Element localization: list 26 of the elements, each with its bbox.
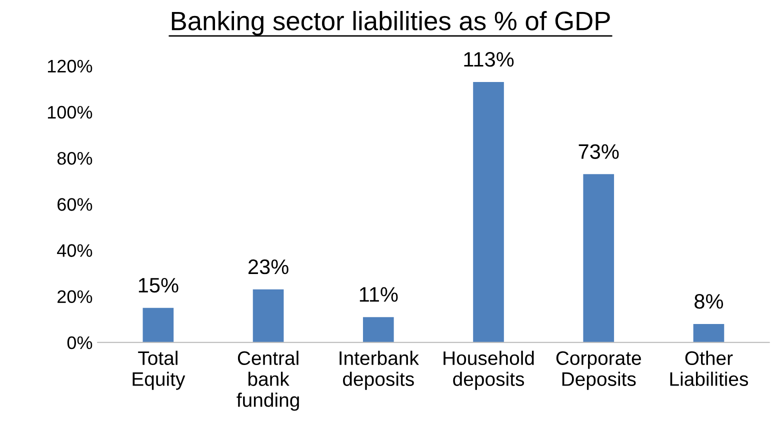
data-label: 8% <box>694 294 724 309</box>
y-tick-label: 40% <box>57 244 92 257</box>
x-tick-label: Central bank funding <box>236 350 299 411</box>
data-label: 15% <box>138 278 178 293</box>
y-tick-label: 20% <box>58 290 92 304</box>
bar <box>473 82 504 342</box>
data-label: 73% <box>578 144 619 159</box>
x-tick-label: Total Equity <box>132 350 186 390</box>
data-label: 11% <box>360 287 398 302</box>
y-tick-label: 80% <box>57 152 92 165</box>
chart-title: Banking sector liabilities as % of GDP <box>172 10 610 36</box>
y-tick-label: 100% <box>48 106 92 119</box>
data-label: 23% <box>248 259 288 274</box>
y-tick-label: 120% <box>48 60 92 73</box>
y-tick-label: 0% <box>67 336 92 350</box>
x-tick-label: Household deposits <box>444 350 534 390</box>
bar <box>252 289 284 342</box>
bar <box>362 317 394 342</box>
bar <box>142 308 174 342</box>
y-tick-label: 60% <box>58 198 92 211</box>
bar <box>583 174 614 342</box>
x-tick-label: Interbank deposits <box>340 350 419 390</box>
x-tick-label: Corporate Deposits <box>556 351 641 390</box>
data-label: 113% <box>464 52 514 67</box>
x-tick-label: Other Liabilities <box>670 350 748 386</box>
bar <box>693 324 724 342</box>
